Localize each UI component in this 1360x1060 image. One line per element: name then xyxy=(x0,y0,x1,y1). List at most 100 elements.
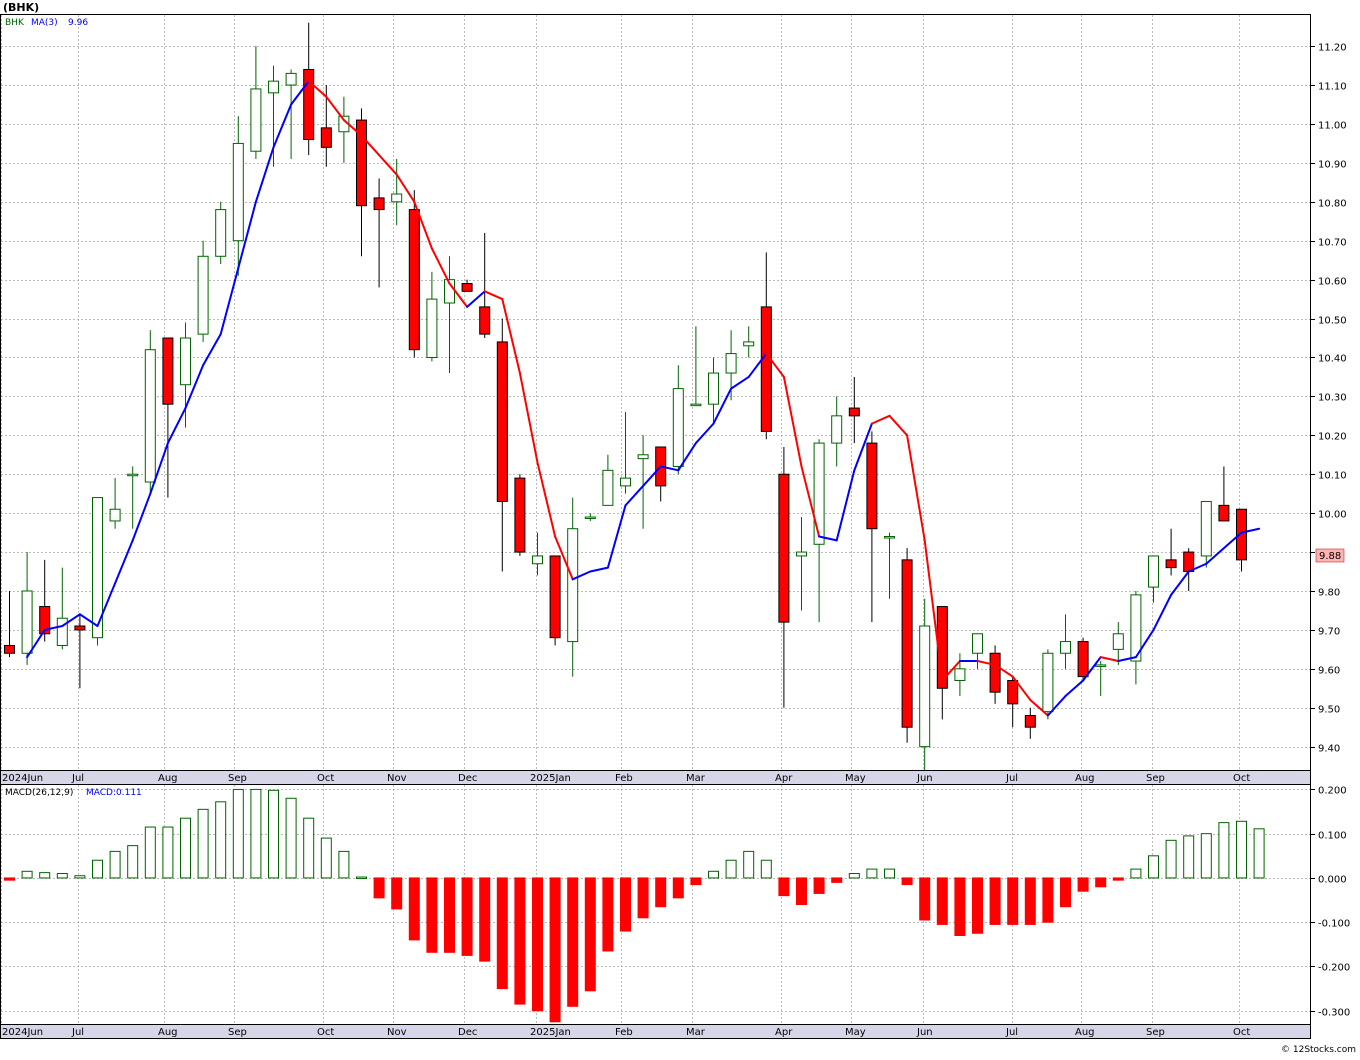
price-date-label: May xyxy=(845,773,866,784)
macd-date-label: Feb xyxy=(615,1027,633,1038)
candle-body xyxy=(162,337,174,405)
macd-bar xyxy=(1253,828,1265,879)
macd-bar xyxy=(56,873,68,879)
macd-bar xyxy=(514,877,526,1005)
macd-bar xyxy=(144,826,156,879)
ma3-line-segment xyxy=(677,442,697,472)
macd-bar xyxy=(92,859,103,879)
macd-date-label: 2025Jan xyxy=(530,1027,571,1038)
ma3-line-segment xyxy=(43,625,64,631)
macd-bar xyxy=(1165,839,1177,879)
candle-body xyxy=(180,337,191,386)
price-axis-tick-label: 11.10 xyxy=(1318,82,1347,93)
candle-body xyxy=(1236,508,1247,561)
price-date-label: Oct xyxy=(1233,773,1250,784)
ma3-line-segment xyxy=(166,407,187,445)
macd-bar xyxy=(180,817,191,879)
price-axis-tick-label: 10.40 xyxy=(1318,354,1347,365)
macd-legend-label: MACD(26,12,9) xyxy=(5,788,73,798)
ma3-line-segment xyxy=(853,422,873,472)
candle-body xyxy=(268,80,279,94)
price-axis-tick-label: 10.70 xyxy=(1318,238,1347,249)
macd-bar xyxy=(584,877,596,992)
ma3-line-segment xyxy=(694,422,715,445)
ma3-line-segment xyxy=(536,461,557,538)
ma3-line-segment xyxy=(1117,656,1137,663)
candle-body xyxy=(884,535,895,539)
ma3-line-segment xyxy=(61,613,81,628)
price-legend-ma: MA(3) xyxy=(31,18,58,28)
ma3-line-segment xyxy=(325,95,345,122)
macd-axis-tick-label: -0.100 xyxy=(1318,919,1350,930)
macd-axis-tick-label: -0.200 xyxy=(1318,963,1350,974)
ma3-line-segment xyxy=(254,146,275,203)
grid-layer xyxy=(1,15,1310,1024)
macd-bar xyxy=(479,877,491,962)
candle-body xyxy=(408,209,420,351)
macd-bar xyxy=(655,877,667,908)
price-axis-tick-label: 9.70 xyxy=(1318,627,1340,638)
copyright-text: © 12Stocks.com xyxy=(1281,1045,1356,1055)
ma3-line-segment xyxy=(1082,656,1102,682)
candle-body xyxy=(461,283,473,292)
ma3-line-segment xyxy=(1222,531,1243,550)
candle-body xyxy=(919,625,931,748)
price-date-label: Nov xyxy=(387,773,407,784)
macd-bar xyxy=(866,868,878,879)
ma3-line-segment xyxy=(571,570,592,581)
macd-bar xyxy=(197,808,209,879)
macd-date-label: Aug xyxy=(158,1027,178,1038)
candle-body xyxy=(549,555,561,639)
macd-bar xyxy=(1200,833,1212,879)
candle-body xyxy=(672,388,684,467)
ma3-line-segment xyxy=(149,442,169,495)
price-axis-tick-label: 9.80 xyxy=(1318,588,1340,599)
candle-body xyxy=(637,454,649,460)
macd-date-label: Oct xyxy=(1233,1027,1250,1038)
candle-body xyxy=(21,590,33,654)
macd-date-label: Mar xyxy=(686,1027,706,1038)
macd-bar xyxy=(1218,822,1230,879)
price-axis-tick-label: 10.30 xyxy=(1318,393,1347,404)
candle-body xyxy=(391,193,403,203)
macd-bar xyxy=(4,877,15,881)
candle-body xyxy=(74,625,86,631)
ma3-line-segment xyxy=(378,154,398,176)
ma3-line-segment xyxy=(272,103,293,149)
macd-bar xyxy=(708,870,719,879)
price-legend-symbol: BHK xyxy=(5,18,25,28)
ma3-line-segment xyxy=(448,282,469,308)
price-layer xyxy=(4,22,1261,770)
axis-layer: 11.20 11.10 11.00 10.90 10.80 10.70 10.60 10.50… xyxy=(2,43,1350,1039)
macd-axis-tick-label: -0.300 xyxy=(1318,1008,1350,1019)
candle-body xyxy=(479,306,491,335)
macd-bar xyxy=(426,877,438,953)
candle-body xyxy=(197,255,209,335)
price-axis-tick-label: 9.50 xyxy=(1318,705,1340,716)
ma3-line-segment xyxy=(1187,562,1208,573)
macd-bar xyxy=(391,877,403,910)
last-price-badge xyxy=(1315,548,1345,563)
candle-body xyxy=(848,407,860,417)
macd-date-label: 2024Jun xyxy=(2,1027,43,1038)
candle-body xyxy=(4,644,15,654)
ma3-line-segment xyxy=(818,535,838,542)
candle-body xyxy=(1112,633,1124,650)
candle-body xyxy=(215,209,227,257)
macd-date-label: Nov xyxy=(387,1027,407,1038)
candle-body xyxy=(127,473,139,477)
macd-bar xyxy=(989,877,1001,925)
candle-body xyxy=(496,341,508,502)
macd-bar xyxy=(215,801,227,879)
price-panel-frame xyxy=(0,14,1311,771)
ma3-line-segment xyxy=(184,364,205,410)
macd-bar xyxy=(936,877,948,925)
macd-bar xyxy=(232,788,244,879)
ma3-line-segment xyxy=(923,539,944,682)
macd-bar xyxy=(356,876,367,880)
macd-bar xyxy=(250,788,262,879)
candle-body xyxy=(373,197,385,211)
price-date-label: 2025Jan xyxy=(530,773,571,784)
price-date-label: Sep xyxy=(228,773,247,784)
